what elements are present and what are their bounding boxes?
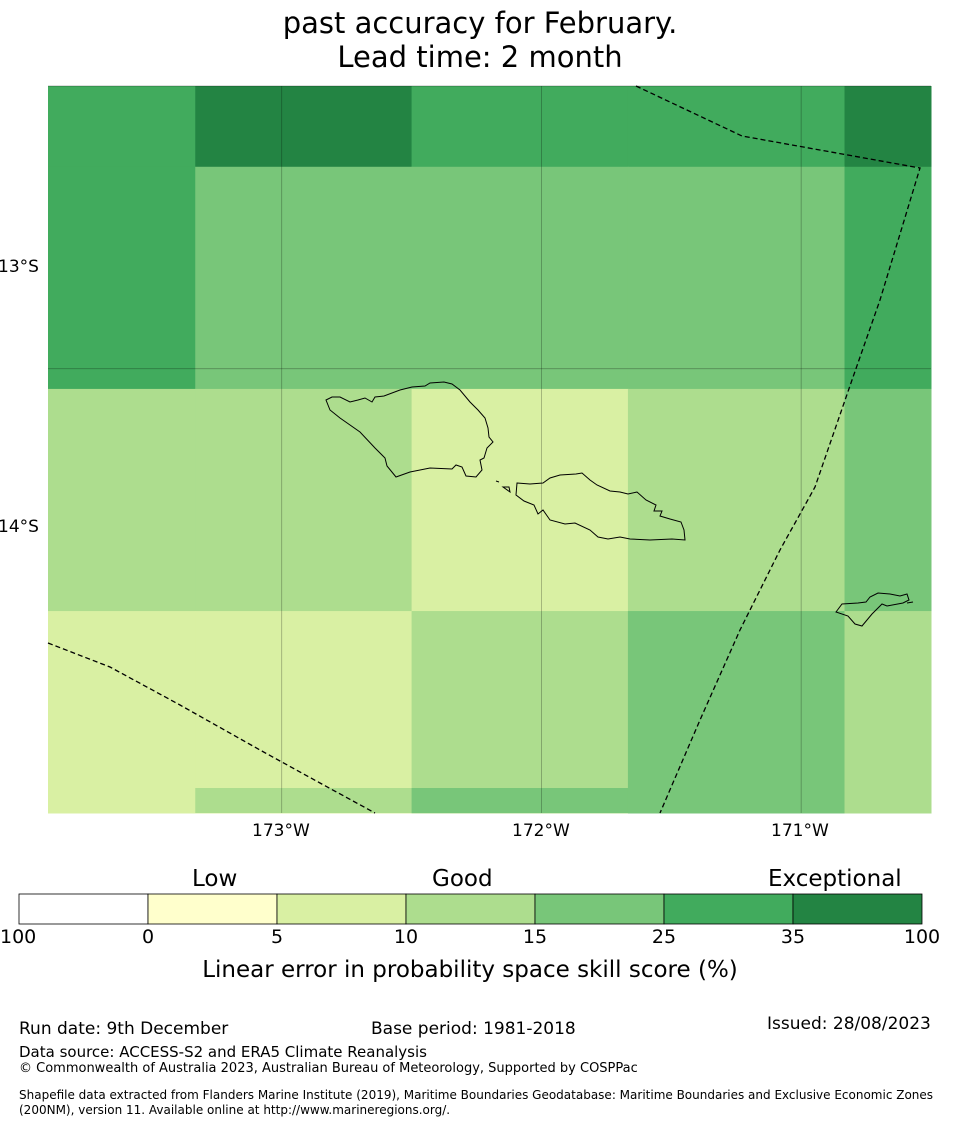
- skill-cell: [627, 388, 846, 612]
- apolima-islet: [495, 480, 500, 483]
- category-label-low: Low: [192, 866, 238, 892]
- skill-map: [47, 85, 932, 814]
- colorbar-segment: [18, 893, 149, 925]
- colorbar-tick-label: 25: [651, 926, 677, 948]
- skill-cells: [48, 86, 932, 814]
- lon-label-171w: 171°W: [771, 821, 829, 841]
- colorbar-segment: [405, 893, 536, 925]
- colorbar-segment: [147, 893, 278, 925]
- manono-islet: [501, 486, 511, 494]
- category-label-good: Good: [432, 866, 493, 892]
- colorbar: [18, 893, 923, 925]
- skill-cell: [411, 788, 629, 813]
- colorbar-tick-label: 100: [903, 926, 941, 948]
- colorbar-tick-label: -100: [0, 926, 37, 948]
- skill-cell: [627, 166, 846, 390]
- eez-boundary-east: [635, 85, 921, 814]
- colorbar-tick-label: 10: [393, 926, 419, 948]
- skill-cell: [411, 86, 629, 168]
- skill-cell: [411, 611, 629, 814]
- colorbar-title: Linear error in probability space skill …: [202, 957, 738, 983]
- savaii-island-outline: [325, 381, 494, 478]
- skill-cell: [844, 788, 932, 813]
- graticule: [48, 85, 931, 813]
- copyright: © Commonwealth of Australia 2023, Austra…: [19, 1061, 638, 1076]
- aunuu-islet: [906, 601, 914, 604]
- skill-cell: [844, 86, 932, 168]
- shapefile-credit-line1: Shapefile data extracted from Flanders M…: [19, 1088, 934, 1102]
- colorbar-tick-label: 35: [780, 926, 806, 948]
- skill-cell: [411, 166, 629, 390]
- skill-cell: [627, 788, 846, 813]
- skill-cell: [627, 86, 846, 168]
- lat-label-14s: 14°S: [0, 517, 39, 537]
- skill-cell: [844, 166, 932, 390]
- lon-label-172w: 172°W: [512, 821, 570, 841]
- data-source: Data source: ACCESS-S2 and ERA5 Climate …: [19, 1043, 427, 1061]
- skill-cell: [411, 388, 629, 612]
- colorbar-segment: [276, 893, 407, 925]
- skill-cell: [844, 388, 932, 612]
- category-label-exceptional: Exceptional: [768, 866, 902, 892]
- tutuila-island-outline: [835, 592, 910, 627]
- colorbar-segment: [534, 893, 665, 925]
- skill-cell: [195, 388, 413, 612]
- eez-boundary-southwest: [47, 642, 376, 814]
- skill-cell: [48, 388, 196, 612]
- colorbar-tick-label: 15: [522, 926, 548, 948]
- upolu-island-outline: [515, 472, 686, 541]
- lon-label-173w: 173°W: [252, 821, 310, 841]
- map-title-line1: past accuracy for February.: [282, 6, 678, 40]
- shapefile-credit-line2: (200NM), version 11. Available online at…: [19, 1103, 451, 1117]
- skill-cell: [627, 611, 846, 814]
- colorbar-tick-label: 0: [141, 926, 155, 948]
- map-title-line2: Lead time: 2 month: [337, 40, 623, 74]
- skill-cell: [48, 166, 196, 390]
- skill-cell: [48, 86, 196, 168]
- issued-date: Issued: 28/08/2023: [767, 1014, 931, 1034]
- skill-cell: [48, 611, 196, 814]
- run-date: Run date: 9th December: [19, 1019, 229, 1039]
- skill-cell: [195, 166, 413, 390]
- skill-cell: [195, 86, 413, 168]
- base-period: Base period: 1981-2018: [371, 1019, 576, 1039]
- colorbar-tick-label: 5: [270, 926, 284, 948]
- skill-cell: [195, 611, 413, 814]
- colorbar-segment: [792, 893, 923, 925]
- skill-cell: [844, 611, 932, 814]
- lat-label-13s: 13°S: [0, 257, 39, 277]
- colorbar-segment: [663, 893, 794, 925]
- skill-cell: [195, 788, 413, 813]
